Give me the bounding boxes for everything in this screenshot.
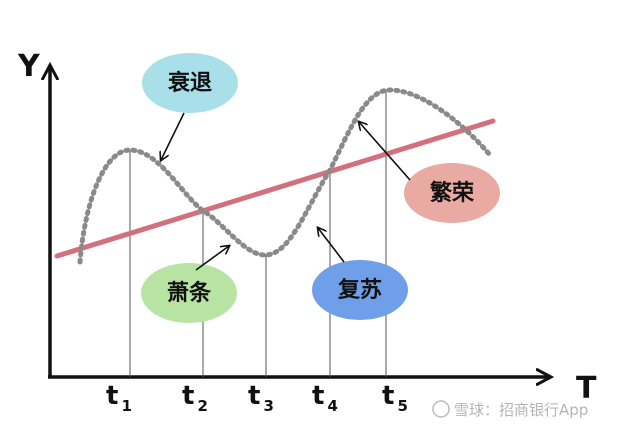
pointer bbox=[318, 228, 345, 263]
time-sub: 1 bbox=[121, 397, 131, 415]
phase-label: 繁荣 bbox=[430, 180, 474, 206]
time-base: t bbox=[382, 381, 394, 411]
bubble-recovery bbox=[312, 260, 408, 320]
time-base: t bbox=[106, 381, 118, 411]
pointer bbox=[195, 246, 229, 271]
x-axis-label: T bbox=[576, 371, 597, 406]
trend-line bbox=[54, 118, 496, 259]
phase-label: 萧条 bbox=[167, 280, 212, 306]
pointer bbox=[161, 112, 185, 160]
time-sub: 4 bbox=[327, 397, 337, 415]
cycle-curve bbox=[77, 87, 493, 265]
bubble-prosperity bbox=[404, 163, 500, 223]
watermark: 雪球：招商银行App bbox=[454, 401, 588, 419]
bubble-recession bbox=[142, 53, 238, 113]
pointers bbox=[161, 112, 411, 271]
time-base: t bbox=[248, 381, 260, 411]
phase-label: 复苏 bbox=[337, 277, 382, 303]
phase-label: 衰退 bbox=[167, 70, 212, 96]
watermark-icon bbox=[432, 400, 450, 418]
time-sub: 2 bbox=[197, 397, 207, 415]
time-base: t bbox=[312, 381, 324, 411]
y-axis-label: Y bbox=[17, 49, 41, 84]
bubble-depression bbox=[141, 263, 237, 323]
time-sub: 3 bbox=[263, 397, 273, 415]
time-base: t bbox=[182, 381, 194, 411]
pointer bbox=[359, 122, 411, 181]
time-sub: 5 bbox=[397, 397, 407, 415]
